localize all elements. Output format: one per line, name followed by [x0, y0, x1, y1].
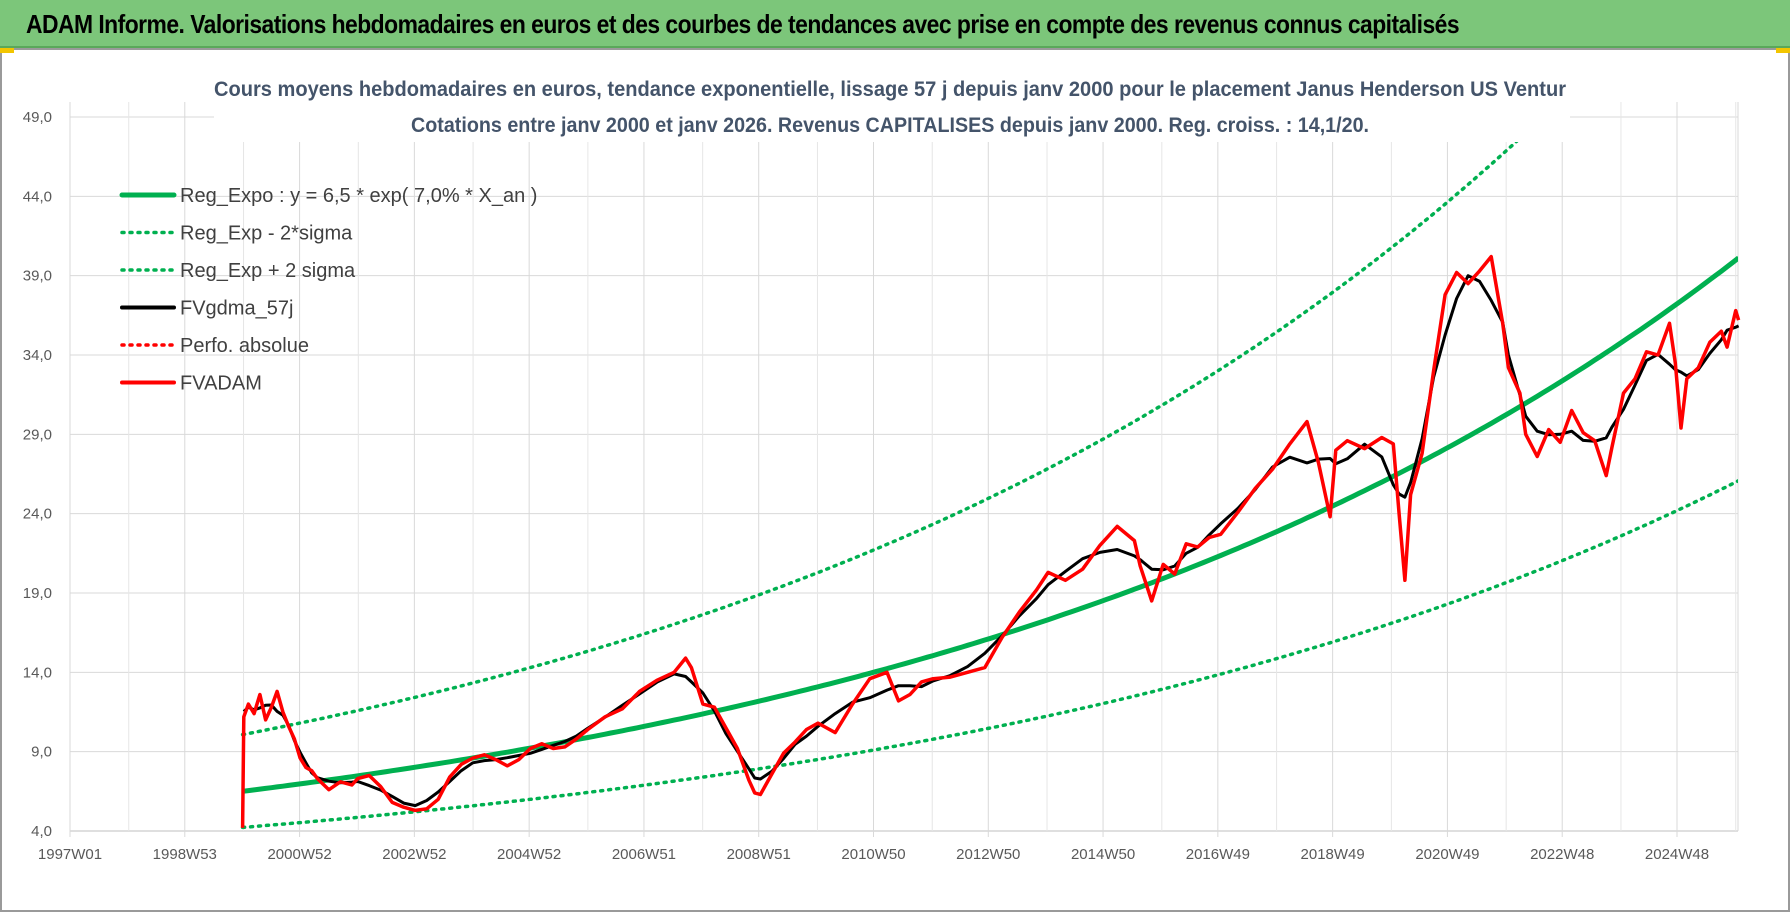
frame-corner-handle [0, 48, 14, 53]
x-tick-label: 2020W49 [1415, 846, 1479, 863]
y-tick-label: 9,0 [31, 744, 52, 761]
legend-label: Reg_Exp - 2*sigma [180, 223, 353, 245]
chart-frame [0, 48, 1790, 912]
y-tick-label: 24,0 [23, 506, 52, 523]
chart-title-background [214, 66, 1570, 142]
x-axis: 1997W01 1998W53 2000W52 2002W52 2004W52 2006W… [38, 846, 1709, 863]
y-tick-label: 49,0 [23, 109, 52, 126]
legend-label: FVgdma_57j [180, 298, 293, 320]
x-tick-label: 2012W50 [956, 846, 1020, 863]
y-tick-label: 29,0 [23, 426, 52, 443]
x-tick-label: 2010W50 [841, 846, 905, 863]
legend-label: Perfo. absolue [180, 335, 309, 357]
reg-plus-2sigma-line [240, 97, 1567, 737]
y-tick-label: 34,0 [23, 347, 52, 364]
report-banner: ADAM Informe. Valorisations hebdomadaire… [0, 0, 1790, 48]
chart-legend: Reg_Expo : y = 6,5 * exp( 7,0% * X_an ) R… [119, 185, 537, 395]
fvgdma-57j-line [242, 274, 1740, 808]
y-tick-label: 4,0 [31, 823, 52, 840]
y-tick-label: 19,0 [23, 585, 52, 602]
x-tick-label: 2002W52 [382, 846, 446, 863]
chart-gridlines [69, 102, 1739, 837]
x-tick-label: 2006W51 [612, 846, 676, 863]
x-tick-label: 2014W50 [1071, 846, 1135, 863]
frame-corner-handle [1776, 48, 1790, 53]
x-tick-label: 2000W52 [267, 846, 331, 863]
x-tick-label: 1998W53 [153, 846, 217, 863]
x-tick-label: 1997W01 [38, 846, 102, 863]
x-tick-label: 2004W52 [497, 846, 561, 863]
y-tick-label: 39,0 [23, 268, 52, 285]
x-tick-label: 2008W51 [727, 846, 791, 863]
chart-title-line2: Cotations entre janv 2000 et janv 2026. … [411, 114, 1369, 137]
y-tick-label: 44,0 [23, 188, 52, 205]
series-layer [240, 97, 1741, 830]
legend-label: FVADAM [180, 373, 262, 395]
x-tick-label: 2018W49 [1301, 846, 1365, 863]
x-tick-label: 2024W48 [1645, 846, 1709, 863]
y-axis: 4,0 9,0 14,0 19,0 24,0 29,0 34,0 39,0 44,0 49,0 [23, 109, 52, 840]
legend-label: Reg_Expo : y = 6,5 * exp( 7,0% * X_an ) [180, 185, 537, 207]
x-tick-label: 2016W49 [1186, 846, 1250, 863]
y-tick-label: 14,0 [23, 664, 52, 681]
chart-title-line1: Cours moyens hebdomadaires en euros, ten… [214, 78, 1566, 101]
reg-expo-line [242, 255, 1738, 794]
x-tick-label: 2022W48 [1530, 846, 1594, 863]
fvadam-line [240, 254, 1741, 828]
report-title: ADAM Informe. Valorisations hebdomadaire… [26, 9, 1460, 39]
legend-label: Reg_Exp + 2 sigma [180, 260, 356, 282]
reg-minus-2sigma-line [240, 479, 1738, 830]
